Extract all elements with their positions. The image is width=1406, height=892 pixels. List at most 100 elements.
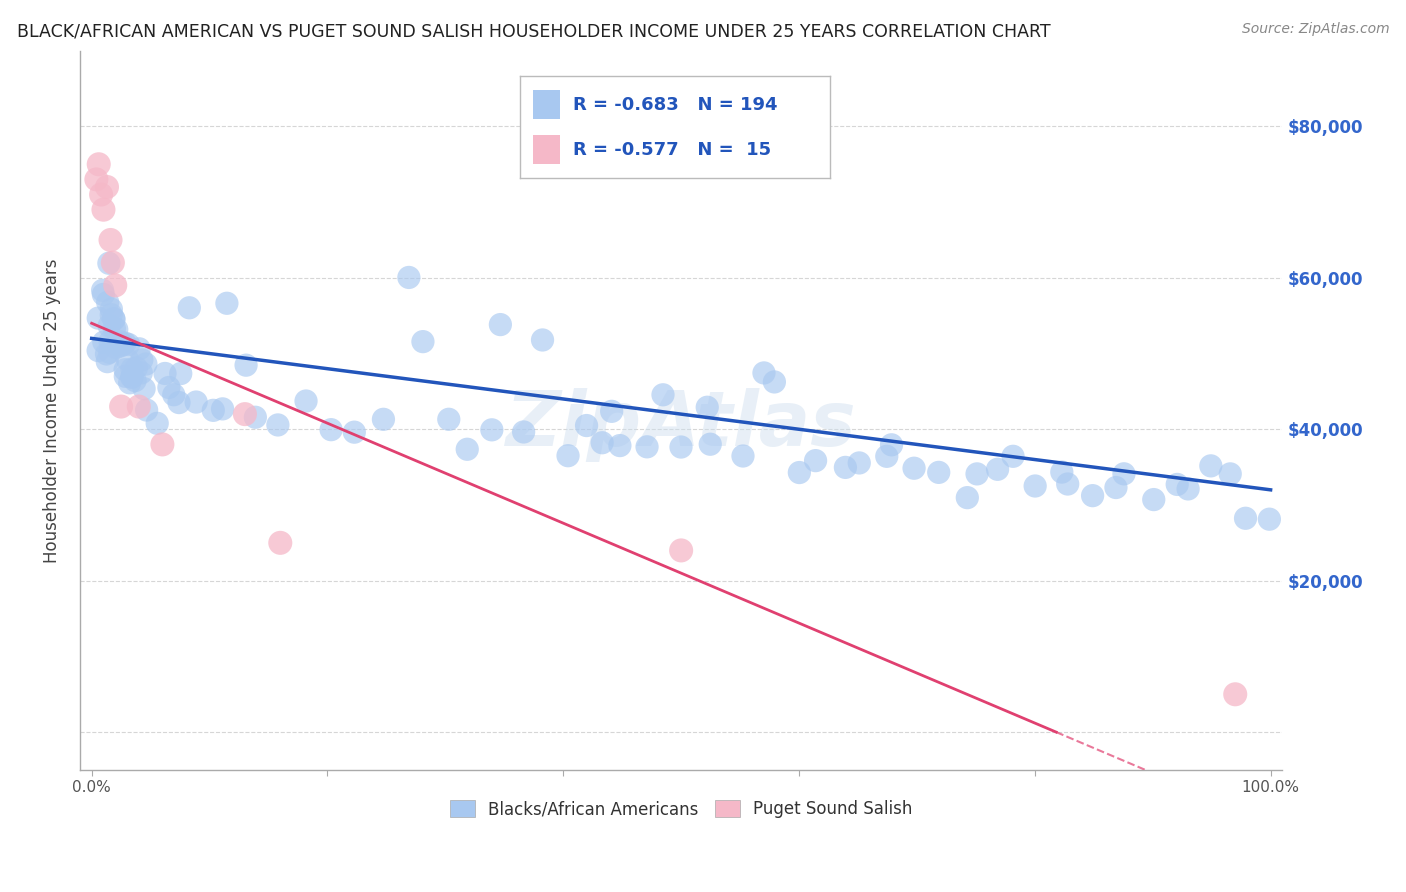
Point [1234,511,1257,525]
Point [215,296,238,310]
Point [1056,477,1078,491]
Point [1199,458,1222,473]
Point [669,440,692,454]
Point [1225,687,1247,701]
Point [834,460,856,475]
Point [101,255,124,269]
Point [412,334,434,349]
Point [90,187,112,202]
Point [184,395,207,409]
Point [128,342,150,356]
Point [135,403,157,417]
Point [1258,512,1281,526]
Point [170,367,193,381]
Point [575,418,598,433]
Point [202,403,225,417]
Point [87,343,110,358]
Point [456,442,478,457]
Point [100,233,122,247]
Point [93,334,115,349]
Legend: Blacks/African Americans, Puget Sound Salish: Blacks/African Americans, Puget Sound Sa… [441,791,921,826]
Point [531,333,554,347]
Point [124,374,146,388]
Point [696,401,718,415]
Point [789,466,811,480]
Point [1112,467,1135,481]
Point [1105,481,1128,495]
Point [245,410,267,425]
Point [121,370,143,384]
Point [135,357,157,371]
Point [1050,465,1073,479]
Point [437,412,460,426]
Point [652,388,675,402]
Point [295,394,318,409]
Point [108,334,131,349]
Point [512,425,534,439]
Point [117,352,139,367]
Point [146,417,169,431]
Point [114,362,136,376]
Point [557,449,579,463]
Point [104,278,127,293]
Point [763,375,786,389]
Point [105,322,128,336]
Point [966,467,988,481]
Point [928,466,950,480]
Point [373,412,395,426]
Point [167,395,190,409]
Point [96,180,118,194]
Point [93,202,115,217]
Bar [533,90,561,119]
Text: Source: ZipAtlas.com: Source: ZipAtlas.com [1241,22,1389,37]
Text: R = -0.577   N =  15: R = -0.577 N = 15 [572,141,770,159]
Point [103,312,125,326]
Point [669,543,692,558]
Point [903,461,925,475]
Point [1166,477,1188,491]
Point [125,360,148,375]
Point [98,345,121,359]
Text: ZipAtlas: ZipAtlas [506,388,856,462]
Point [128,400,150,414]
Point [1219,467,1241,481]
Point [86,172,108,186]
Point [1143,492,1166,507]
Point [609,439,631,453]
Point [93,287,115,301]
Text: BLACK/AFRICAN AMERICAN VS PUGET SOUND SALISH HOUSEHOLDER INCOME UNDER 25 YEARS C: BLACK/AFRICAN AMERICAN VS PUGET SOUND SA… [17,22,1050,40]
Point [98,318,121,333]
Point [591,435,613,450]
Point [163,388,186,402]
Point [87,157,110,171]
Point [100,308,122,322]
Point [110,400,132,414]
Point [731,449,754,463]
Point [343,425,366,439]
Point [956,491,979,505]
Y-axis label: Householder Income Under 25 years: Householder Income Under 25 years [44,258,60,563]
Point [100,302,122,317]
Point [103,311,125,326]
Point [987,462,1010,476]
Point [179,301,201,315]
Point [96,347,118,361]
Point [118,376,141,390]
Point [489,318,512,332]
Point [848,456,870,470]
Point [233,407,256,421]
Point [114,369,136,384]
Bar [533,136,561,164]
Point [87,311,110,326]
Point [235,358,257,372]
Point [105,341,128,355]
Point [157,380,180,394]
Point [98,334,121,349]
Point [111,337,134,351]
Point [1177,482,1199,496]
Point [1081,489,1104,503]
Point [97,256,120,270]
Point [398,270,420,285]
Point [481,423,503,437]
Point [1024,479,1046,493]
